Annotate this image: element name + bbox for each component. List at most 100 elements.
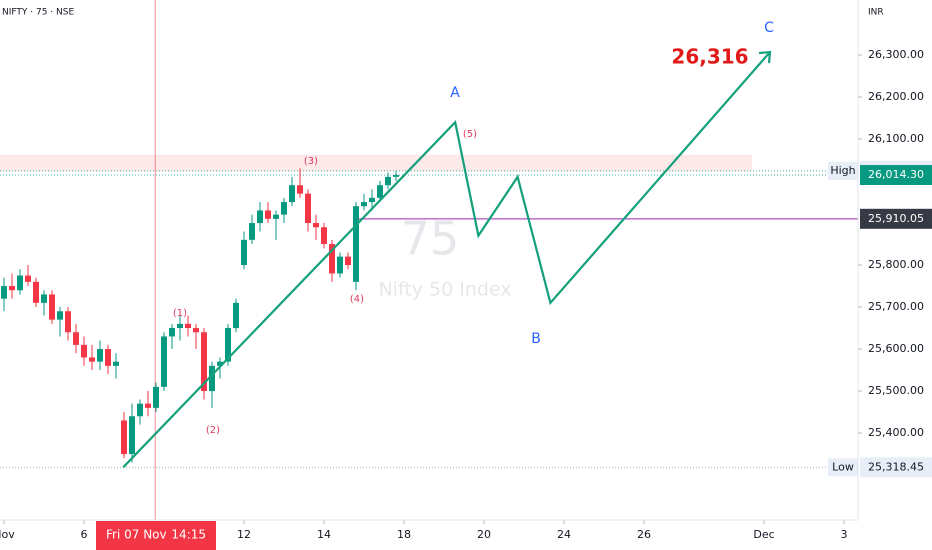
x-tick-label: 12 xyxy=(237,528,251,541)
y-tick-label: 26,300.00 xyxy=(868,48,924,61)
candle-body xyxy=(385,176,391,186)
x-tick-label: 3 xyxy=(841,528,848,541)
candle-body xyxy=(57,311,63,320)
candle-body xyxy=(273,214,279,219)
wave-label: (5) xyxy=(463,129,477,140)
crosshair-tag xyxy=(96,521,216,550)
x-tick-label: 26 xyxy=(637,528,651,541)
currency: INR xyxy=(868,8,884,18)
candle-body xyxy=(17,275,23,291)
price-tag xyxy=(860,457,932,478)
candle-body xyxy=(249,223,255,240)
crosshair-time: 14:15 xyxy=(171,528,206,542)
wave-label: (4) xyxy=(350,294,364,305)
candle-body xyxy=(65,311,71,333)
candle-body xyxy=(169,328,175,337)
candle-body xyxy=(25,275,31,282)
x-tick-label: 20 xyxy=(477,528,491,541)
projection-arrow xyxy=(758,50,772,64)
candle-body xyxy=(113,361,119,366)
candle-body xyxy=(369,197,375,203)
x-tick-label: Nov xyxy=(0,528,15,541)
candle-body xyxy=(337,256,343,274)
abc-label: B xyxy=(531,331,541,347)
x-tick-label: 14 xyxy=(317,528,331,541)
x-tick-label: 6 xyxy=(81,528,88,541)
symbol-title: NIFTY · 75 · NSE xyxy=(2,8,74,18)
candle-body xyxy=(305,193,311,224)
y-tick-label: 26,100.00 xyxy=(868,132,924,145)
candle-body xyxy=(137,403,143,417)
price-tag-label: 25,910.05 xyxy=(868,212,924,225)
candle-body xyxy=(145,403,151,408)
x-tick-label: 18 xyxy=(397,528,411,541)
candle-body xyxy=(121,420,127,455)
y-tick-label: 25,800.00 xyxy=(868,258,924,271)
price-tag-name: High xyxy=(830,164,855,177)
candle-body xyxy=(177,323,183,329)
candle-body xyxy=(129,416,135,455)
y-tick-label: 25,700.00 xyxy=(868,300,924,313)
candle-body xyxy=(193,328,199,333)
candle-body xyxy=(257,210,263,224)
candle-body xyxy=(345,256,351,266)
candle-body xyxy=(81,344,87,358)
y-tick-label: 26,200.00 xyxy=(868,90,924,103)
abc-label: C xyxy=(764,20,774,36)
y-tick-label: 25,600.00 xyxy=(868,342,924,355)
wave-label: (2) xyxy=(206,425,220,436)
crosshair-date: Fri 07 Nov xyxy=(106,528,167,542)
candle-body xyxy=(89,357,95,362)
x-tick-label: 24 xyxy=(557,528,571,541)
candle-body xyxy=(185,323,191,329)
target-label: 26,316 xyxy=(671,45,748,69)
candle-body xyxy=(73,332,79,345)
candle-body xyxy=(241,239,247,266)
price-tag-label: 25,318.45 xyxy=(868,460,924,473)
price-tag-name: Low xyxy=(832,460,854,473)
candle-body xyxy=(33,281,39,303)
price-tag-name-box xyxy=(828,458,858,477)
x-tick-label: Dec xyxy=(753,528,774,541)
candle-body xyxy=(321,227,327,245)
price-tag-label: 26,014.30 xyxy=(868,168,924,181)
y-tick-label: 25,400.00 xyxy=(868,426,924,439)
wave-label: (3) xyxy=(304,156,318,167)
candle-body xyxy=(225,328,231,362)
candle-body xyxy=(153,386,159,408)
candle-body xyxy=(161,336,167,387)
highlight-band xyxy=(0,154,752,172)
candle-body xyxy=(1,286,7,299)
front-layer: 25,400.00 25,500.00 25,600.00 25,700.00 25,8… xyxy=(0,20,932,550)
candle-body xyxy=(41,294,47,303)
candle-body xyxy=(289,185,295,203)
candle-body xyxy=(105,349,111,366)
candle-body xyxy=(313,223,319,228)
candle-body xyxy=(201,332,207,392)
candle-body xyxy=(361,202,367,207)
abc-label: A xyxy=(450,85,460,101)
candle-body xyxy=(97,349,103,362)
price-tag-name-box xyxy=(828,161,858,180)
wave-label: (1) xyxy=(173,308,187,319)
watermark-name: Nifty 50 Index xyxy=(378,279,511,301)
candle-body xyxy=(297,185,303,194)
watermark-interval: 75 xyxy=(401,212,460,266)
candle-body xyxy=(209,365,215,392)
back-layer: 75 Nifty 50 Index xyxy=(0,0,858,520)
candle-body xyxy=(353,206,359,282)
candle-body xyxy=(217,361,223,366)
candle-body xyxy=(265,210,271,219)
candle-body xyxy=(329,244,335,274)
price-tag xyxy=(860,208,932,229)
y-tick-label: 25,500.00 xyxy=(868,384,924,397)
projection-line xyxy=(122,51,771,469)
candle-body xyxy=(393,175,399,177)
candle-body xyxy=(377,185,383,198)
price-tag xyxy=(860,165,932,186)
candle-body xyxy=(233,302,239,329)
candle-body xyxy=(9,286,15,291)
candle-body xyxy=(281,202,287,215)
candle-body xyxy=(49,294,55,320)
